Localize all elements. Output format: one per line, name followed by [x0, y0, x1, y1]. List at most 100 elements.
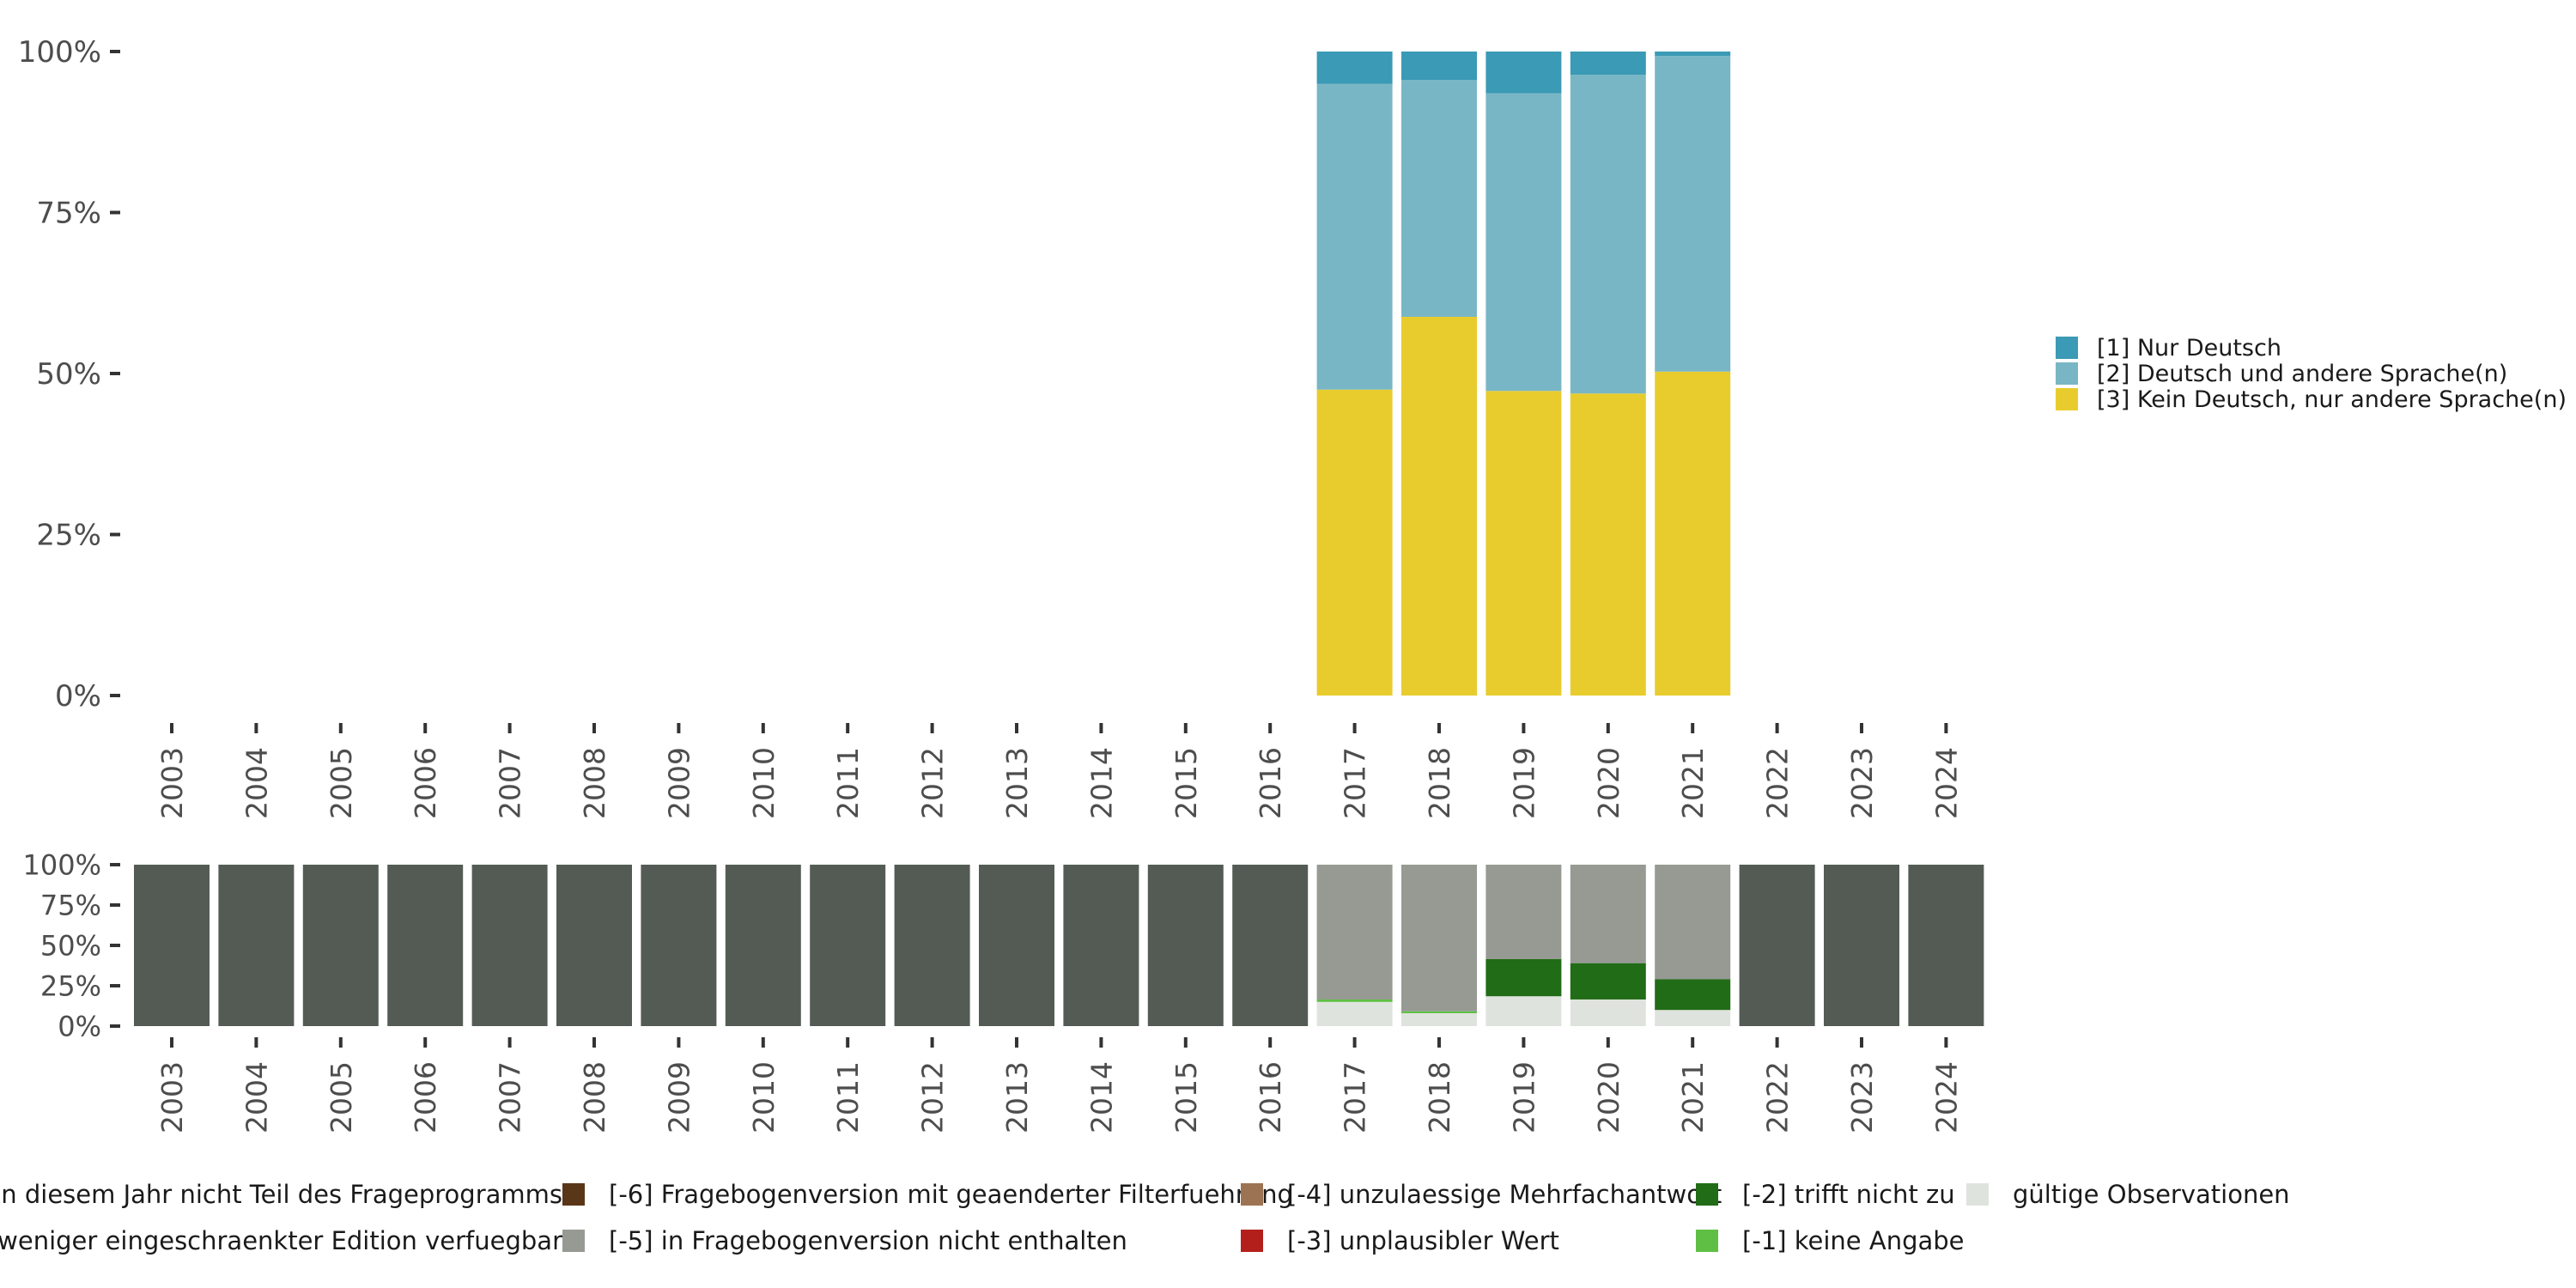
- bar-segment--8-frage-in-diesem-jahr-nicht-teil-des-frageprogramms: [387, 865, 464, 1026]
- bar-segment--3-kein-deutsch-nur-andere-sprache-n-: [1570, 393, 1646, 696]
- x-tick-label: 2011: [831, 747, 865, 819]
- bar-segment--2-trifft-nicht-zu: [1570, 963, 1646, 999]
- bar-segment--8-frage-in-diesem-jahr-nicht-teil-des-frageprogramms: [1824, 865, 1899, 1026]
- bar-segment--8-frage-in-diesem-jahr-nicht-teil-des-frageprogramms: [725, 865, 801, 1026]
- bottom-chart-panel: 0% 25% 50% 75% 100% 2003 2004 2005 2006 2007 2008 2…: [23, 849, 1984, 1133]
- bar-segment--8-frage-in-diesem-jahr-nicht-teil-des-frageprogramms: [641, 865, 717, 1026]
- x-tick-label: 2007: [494, 747, 527, 819]
- x-tick-label: 2013: [1000, 747, 1034, 819]
- bar-segment-g-ltige-observationen: [1570, 999, 1646, 1026]
- bar-segment--2-trifft-nicht-zu: [1655, 979, 1731, 1011]
- bar-segment--5-in-fragebogenversion-nicht-enthalten: [1401, 865, 1477, 1012]
- x-tick-label: 2011: [831, 1061, 865, 1133]
- x-tick-label: 2004: [240, 1061, 273, 1133]
- x-tick-label: 2008: [578, 747, 611, 819]
- legend-label: [-1] keine Angabe: [1742, 1226, 1965, 1255]
- x-tick-label: 2006: [409, 747, 442, 819]
- x-tick-label: 2021: [1676, 1061, 1710, 1133]
- x-tick-label: 2016: [1254, 747, 1287, 819]
- bar-segment-g-ltige-observationen: [1485, 996, 1562, 1026]
- bar-segment--8-frage-in-diesem-jahr-nicht-teil-des-frageprogramms: [134, 865, 210, 1026]
- bar-segment--8-frage-in-diesem-jahr-nicht-teil-des-frageprogramms: [302, 865, 379, 1026]
- x-tick-label: 2020: [1592, 747, 1625, 819]
- bar-segment--2-deutsch-und-andere-sprache-n-: [1401, 80, 1477, 317]
- legend-label: [-2] trifft nicht zu: [1742, 1180, 1955, 1209]
- x-tick-label: 2003: [155, 747, 189, 819]
- bar-segment--8-frage-in-diesem-jahr-nicht-teil-des-frageprogramms: [810, 865, 886, 1026]
- bar-segment--5-in-fragebogenversion-nicht-enthalten: [1485, 865, 1562, 959]
- x-tick-label: 2015: [1170, 747, 1203, 819]
- y-tick-label: 50%: [36, 357, 101, 392]
- x-tick-label: 2021: [1676, 747, 1710, 819]
- y-tick-label: 100%: [23, 849, 101, 882]
- x-tick-label: 2022: [1761, 747, 1795, 819]
- y-tick-label: 0%: [55, 679, 101, 714]
- bar-segment--1-nur-deutsch: [1655, 52, 1731, 57]
- bar-segment--2-trifft-nicht-zu: [1485, 958, 1562, 997]
- x-tick-label: 2007: [494, 1061, 527, 1133]
- bar-segment--1-keine-angabe: [1316, 999, 1393, 1002]
- x-tick-label: 2004: [240, 747, 273, 819]
- top-legend: [1] Nur Deutsch[2] Deutsch und andere Sp…: [2056, 335, 2567, 413]
- x-tick-label: 2010: [747, 1061, 781, 1133]
- top-chart-panel: 0% 25% 50% 75% 100% 2003 2004 2005 2006 2007 2008 2…: [18, 35, 1964, 819]
- bar-segment--3-kein-deutsch-nur-andere-sprache-n-: [1485, 391, 1562, 696]
- legend-label: [-5] in Fragebogenversion nicht enthalte…: [609, 1226, 1127, 1255]
- legend-swatch: [1696, 1183, 1718, 1206]
- y-tick-label: 75%: [36, 197, 101, 231]
- bar-segment--5-in-fragebogenversion-nicht-enthalten: [1316, 865, 1393, 999]
- legend-swatch: [2056, 388, 2078, 410]
- x-tick-label: 2016: [1254, 1061, 1287, 1133]
- bar-segment--1-keine-angabe: [1401, 1011, 1477, 1013]
- bar-segment--2-deutsch-und-andere-sprache-n-: [1570, 75, 1646, 394]
- y-tick-label: 75%: [40, 890, 101, 922]
- x-tick-label: 2023: [1845, 1061, 1879, 1133]
- x-tick-label: 2013: [1000, 1061, 1034, 1133]
- x-tick-label: 2017: [1339, 1061, 1372, 1133]
- y-tick-label: 25%: [40, 970, 101, 1003]
- legend-swatch: [1241, 1230, 1263, 1252]
- y-tick-label: 25%: [36, 519, 101, 553]
- bar-segment--8-frage-in-diesem-jahr-nicht-teil-des-frageprogramms: [1739, 865, 1815, 1026]
- y-tick-label: 50%: [40, 930, 101, 963]
- x-tick-label: 2010: [747, 747, 781, 819]
- legend-label: [3] Kein Deutsch, nur andere Sprache(n): [2097, 386, 2567, 413]
- legend-label: ge in diesem Jahr nicht Teil des Fragepr…: [0, 1180, 562, 1209]
- bar-segment--8-frage-in-diesem-jahr-nicht-teil-des-frageprogramms: [894, 865, 970, 1026]
- bar-segment--1-nur-deutsch: [1570, 52, 1646, 75]
- x-tick-label: 2012: [916, 747, 950, 819]
- bar-segment--2-deutsch-und-andere-sprache-n-: [1485, 93, 1562, 392]
- bar-segment--5-in-fragebogenversion-nicht-enthalten: [1655, 865, 1731, 980]
- legend-label: [1] Nur Deutsch: [2097, 335, 2281, 361]
- x-tick-label: 2018: [1423, 1061, 1456, 1133]
- bar-segment--8-frage-in-diesem-jahr-nicht-teil-des-frageprogramms: [1908, 865, 1984, 1026]
- legend-swatch: [562, 1230, 585, 1252]
- x-tick-label: 2003: [155, 1061, 189, 1133]
- x-tick-label: 2018: [1423, 747, 1456, 819]
- x-tick-label: 2005: [325, 1061, 358, 1133]
- x-tick-label: 2022: [1761, 1061, 1795, 1133]
- bar-segment--3-kein-deutsch-nur-andere-sprache-n-: [1401, 317, 1477, 696]
- bar-segment--8-frage-in-diesem-jahr-nicht-teil-des-frageprogramms: [979, 865, 1054, 1026]
- bar-segment--8-frage-in-diesem-jahr-nicht-teil-des-frageprogramms: [218, 865, 295, 1026]
- bar-segment-g-ltige-observationen: [1655, 1010, 1731, 1026]
- legend-swatch: [2056, 337, 2078, 359]
- legend-label: [-3] unplausibler Wert: [1287, 1226, 1559, 1255]
- bar-segment--8-frage-in-diesem-jahr-nicht-teil-des-frageprogramms: [1232, 865, 1309, 1026]
- bar-segment-g-ltige-observationen: [1401, 1012, 1477, 1026]
- bar-segment--5-in-fragebogenversion-nicht-enthalten: [1570, 865, 1646, 963]
- legend-swatch: [1966, 1183, 1989, 1206]
- legend-swatch: [1241, 1183, 1263, 1206]
- x-tick-label: 2024: [1929, 1061, 1963, 1133]
- bar-segment--1-nur-deutsch: [1316, 52, 1393, 84]
- bar-segment--8-frage-in-diesem-jahr-nicht-teil-des-frageprogramms: [1063, 865, 1139, 1026]
- x-tick-label: 2008: [578, 1061, 611, 1133]
- legend-label: gültige Observationen: [2013, 1180, 2290, 1209]
- bar-segment--8-frage-in-diesem-jahr-nicht-teil-des-frageprogramms: [1147, 865, 1224, 1026]
- bar-segment--8-frage-in-diesem-jahr-nicht-teil-des-frageprogramms: [471, 865, 548, 1026]
- bar-segment--2-deutsch-und-andere-sprache-n-: [1655, 56, 1731, 372]
- x-tick-label: 2009: [662, 1061, 696, 1133]
- x-tick-label: 2015: [1170, 1061, 1203, 1133]
- bar-segment-g-ltige-observationen: [1316, 1001, 1393, 1026]
